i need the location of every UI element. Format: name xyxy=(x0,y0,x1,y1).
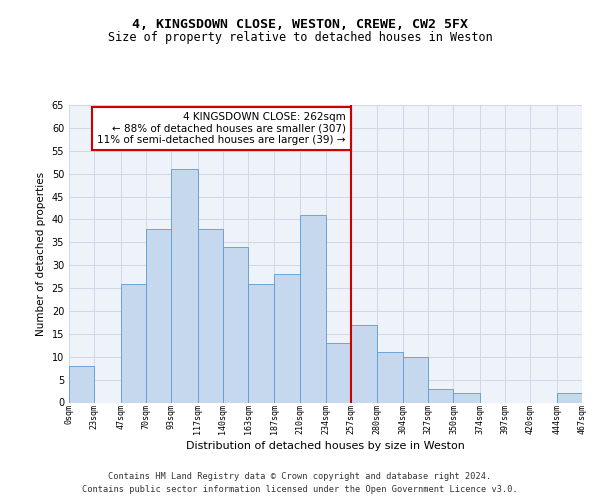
Y-axis label: Number of detached properties: Number of detached properties xyxy=(36,172,46,336)
Bar xyxy=(377,352,403,403)
Bar xyxy=(171,169,197,402)
Bar xyxy=(352,324,377,402)
Bar xyxy=(454,394,480,402)
Bar xyxy=(197,228,223,402)
Bar xyxy=(248,284,274,403)
Bar xyxy=(403,356,428,403)
Bar xyxy=(146,228,171,402)
Text: Contains HM Land Registry data © Crown copyright and database right 2024.
Contai: Contains HM Land Registry data © Crown c… xyxy=(82,472,518,494)
Bar xyxy=(557,394,582,402)
Bar xyxy=(69,366,94,403)
X-axis label: Distribution of detached houses by size in Weston: Distribution of detached houses by size … xyxy=(186,441,465,451)
Bar xyxy=(326,343,352,402)
Bar xyxy=(428,389,454,402)
Bar xyxy=(274,274,299,402)
Text: 4, KINGSDOWN CLOSE, WESTON, CREWE, CW2 5FX: 4, KINGSDOWN CLOSE, WESTON, CREWE, CW2 5… xyxy=(132,18,468,30)
Text: 4 KINGSDOWN CLOSE: 262sqm
← 88% of detached houses are smaller (307)
11% of semi: 4 KINGSDOWN CLOSE: 262sqm ← 88% of detac… xyxy=(97,112,346,145)
Text: Size of property relative to detached houses in Weston: Size of property relative to detached ho… xyxy=(107,31,493,44)
Bar xyxy=(299,215,326,402)
Bar xyxy=(121,284,146,403)
Bar xyxy=(223,247,248,402)
